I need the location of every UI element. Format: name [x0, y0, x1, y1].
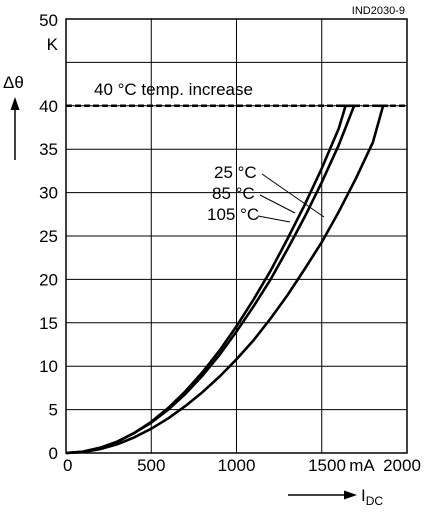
x-tick-label: 500	[137, 456, 165, 475]
y-tick-label: 0	[49, 444, 58, 463]
plot-border	[65, 18, 408, 454]
leader-85c	[259, 194, 296, 214]
x-tick-label: 2000	[383, 456, 421, 475]
series-line	[65, 105, 356, 455]
series-label: 25 °C	[214, 163, 257, 182]
x-axis-label-sub: DC	[366, 494, 384, 508]
labels: KmA Δθ IDC IND2030-9 25 °C 85 °C 105 °C	[3, 5, 405, 508]
x-axis-label-main: I	[361, 486, 366, 505]
series-label: 105 °C	[207, 205, 259, 224]
series-leaders	[257, 173, 325, 223]
y-tick-label: 10	[39, 357, 58, 376]
series-line	[65, 105, 385, 455]
x-tick-label: 1500	[308, 456, 346, 475]
y-tick-label: 50	[39, 11, 58, 30]
y-tick-label: 35	[39, 140, 58, 159]
series-label: 85 °C	[212, 184, 255, 203]
y-axis-arrow-head	[10, 97, 20, 110]
plot-frame	[65, 18, 408, 454]
x-tick-label: 1000	[218, 456, 256, 475]
leader-105c	[257, 215, 291, 223]
leader-25c	[261, 173, 325, 218]
x-axis-label: IDC	[361, 486, 383, 508]
series-group	[65, 104, 389, 455]
y-tick-label: 5	[49, 401, 58, 420]
y-tick-label: 15	[39, 314, 58, 333]
threshold-label: 40 °C temp. increase	[94, 80, 253, 99]
y-tick-label: 40	[39, 97, 58, 116]
x-unit-label: mA	[349, 456, 375, 475]
y-tick-label: 20	[39, 270, 58, 289]
x-axis-arrow-head	[344, 490, 357, 500]
y-unit-label: K	[47, 35, 59, 54]
y-tick-label: 30	[39, 184, 58, 203]
y-tick-label: 25	[39, 227, 58, 246]
figure-id: IND2030-9	[352, 5, 405, 17]
x-tick-label: 0	[63, 456, 72, 475]
y-axis-symbol: Δθ	[3, 73, 24, 92]
